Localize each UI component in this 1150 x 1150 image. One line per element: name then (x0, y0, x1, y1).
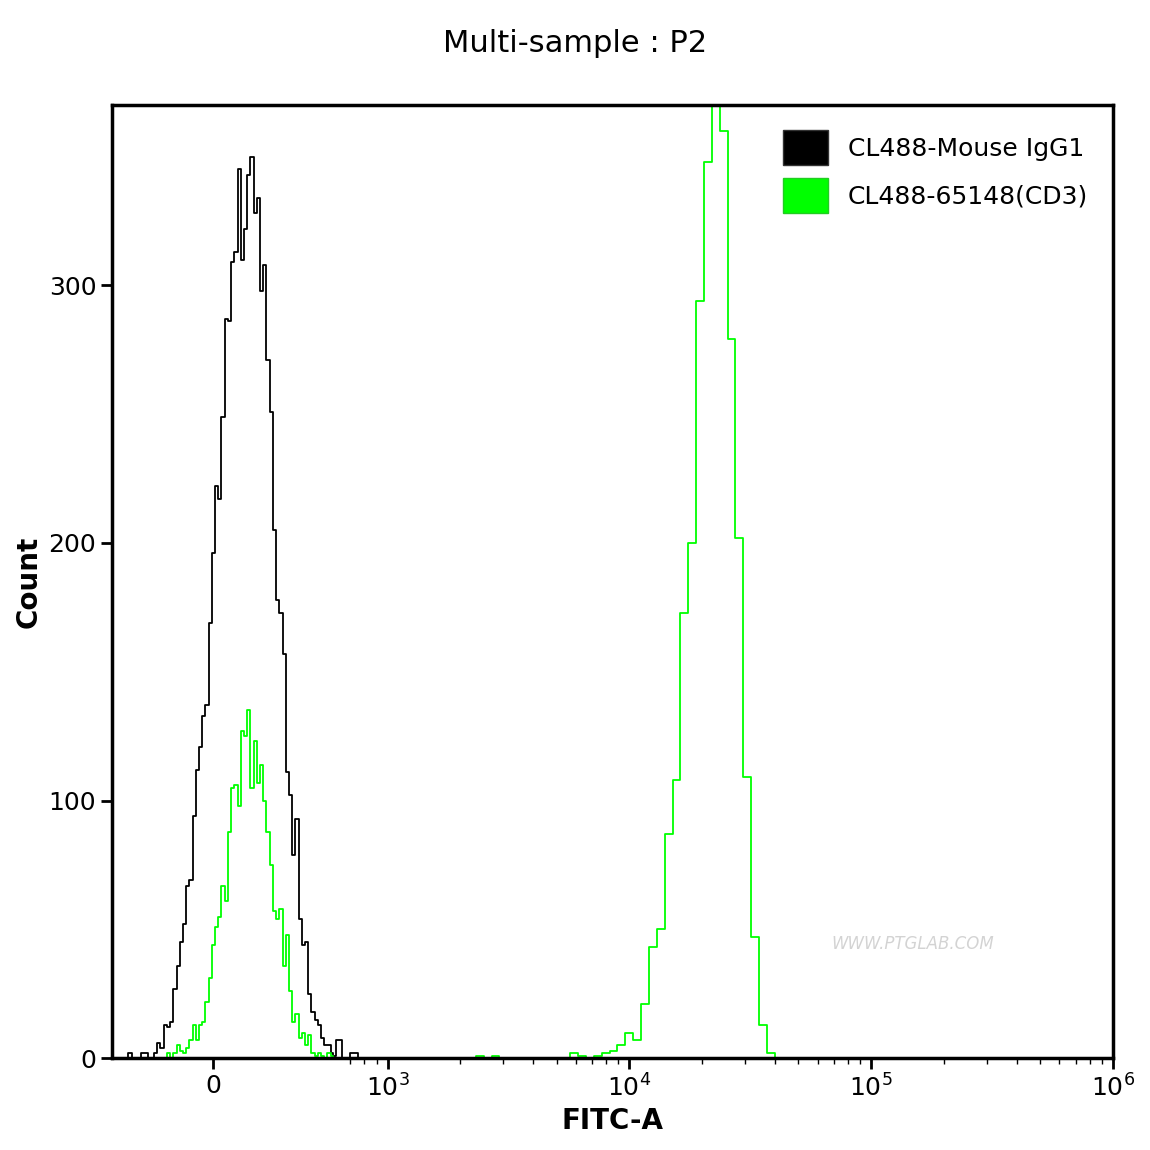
Text: Multi-sample : P2: Multi-sample : P2 (443, 29, 707, 58)
X-axis label: FITC-A: FITC-A (561, 1107, 664, 1135)
Y-axis label: Count: Count (15, 536, 43, 628)
Legend: CL488-Mouse IgG1, CL488-65148(CD3): CL488-Mouse IgG1, CL488-65148(CD3) (770, 117, 1101, 225)
Text: WWW.PTGLAB.COM: WWW.PTGLAB.COM (831, 935, 995, 953)
